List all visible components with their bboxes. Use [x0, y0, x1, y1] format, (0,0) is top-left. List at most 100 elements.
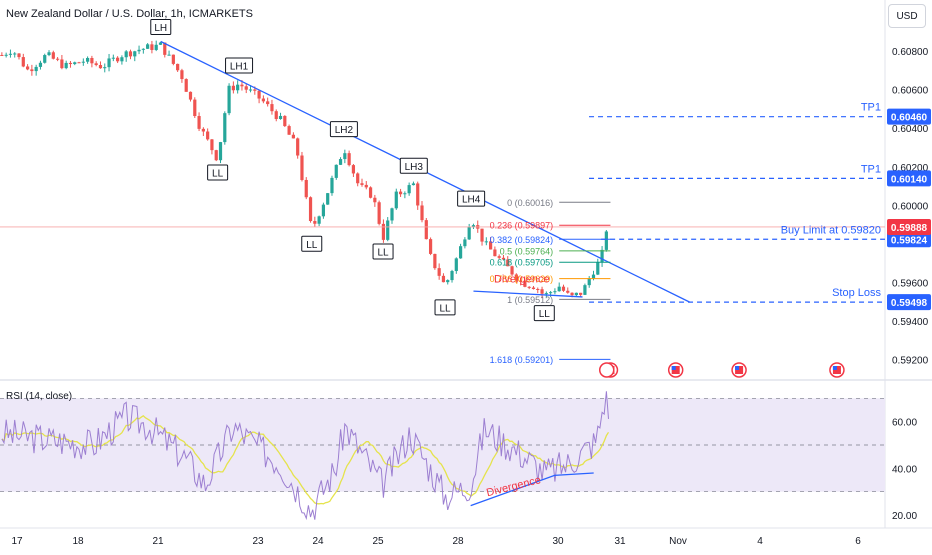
candle-body: [313, 221, 317, 224]
candle-body: [570, 292, 574, 296]
fib-level-label: 0.786 (0.59620): [490, 274, 554, 284]
candle-body: [223, 113, 227, 143]
pivot-label-text: LH3: [405, 162, 424, 173]
candle-body: [424, 220, 428, 240]
time-tick-label: 23: [252, 536, 264, 547]
pivot-label: LL: [533, 305, 555, 322]
pivot-label-text: LL: [212, 168, 224, 179]
candle-body: [73, 62, 77, 65]
candle-body: [188, 91, 193, 100]
pivot-label-text: LL: [539, 309, 551, 320]
candle-body: [55, 58, 60, 60]
candle-body: [304, 179, 308, 198]
time-tick-label: 30: [552, 536, 564, 547]
candle-body: [150, 44, 154, 50]
candle-body: [68, 62, 73, 65]
candle-body: [536, 289, 540, 291]
candle-body: [158, 42, 163, 45]
time-tick-label: 4: [757, 536, 763, 547]
candle-body: [501, 257, 506, 260]
candle-body: [163, 42, 167, 55]
support-trendline: [473, 290, 583, 298]
candle-body: [218, 142, 223, 161]
price-badge: 0.59498: [887, 294, 931, 311]
candle-body: [201, 128, 205, 132]
fib-level-label: 0.382 (0.59824): [490, 235, 554, 245]
candle-body: [519, 280, 523, 282]
economic-event-icon: [667, 362, 684, 378]
pivot-label: LH: [150, 18, 172, 35]
pivot-label-box: [399, 157, 428, 174]
pivot-label-text: LL: [306, 240, 318, 251]
candle-body: [13, 53, 17, 55]
pivot-label-box: [301, 235, 323, 252]
price-badge-bg: [887, 294, 931, 311]
candle-body: [351, 165, 356, 174]
pivot-label-text: LH2: [335, 125, 354, 136]
candle-body: [287, 126, 291, 135]
event-icon-ring: [598, 362, 615, 378]
candle-body: [433, 253, 437, 269]
price-badge-text: 0.59824: [891, 235, 928, 246]
candle-body: [111, 57, 115, 59]
price-divergence-label: Divergence: [494, 274, 550, 286]
event-icon-canton: [671, 366, 676, 370]
candle-body: [296, 138, 300, 156]
pivot-label-box: [372, 243, 394, 260]
current-price-badge-text: 0.59888: [891, 223, 928, 234]
price-badge: 0.60460: [887, 108, 931, 125]
candle-body: [94, 63, 98, 66]
candle-body: [193, 99, 197, 117]
candle-body: [403, 193, 407, 195]
price-badge-text: 0.60460: [891, 113, 928, 124]
candle-body: [240, 84, 244, 87]
candle-body: [270, 104, 274, 112]
candle-body: [343, 153, 347, 160]
candle-body: [128, 51, 133, 57]
pivot-label-text: LL: [377, 247, 389, 258]
economic-event-icon: [731, 362, 747, 378]
price-tick-label: 0.59200: [892, 356, 929, 367]
candle-body: [561, 286, 566, 291]
candle-body: [441, 275, 446, 283]
fib-level-label: 0 (0.60016): [507, 198, 553, 208]
candle-body: [549, 292, 553, 294]
candle-body: [506, 259, 510, 267]
current-price-badge: [887, 218, 931, 235]
candle-body: [420, 205, 424, 221]
candle-body: [81, 61, 85, 63]
rsi-line: [1, 391, 609, 521]
candle-body: [300, 155, 304, 180]
candle-body: [116, 57, 120, 62]
candle-body: [180, 70, 184, 80]
candle-body: [214, 150, 218, 161]
candle-body: [25, 66, 30, 70]
candle-body: [390, 208, 394, 221]
candle-body: [51, 52, 55, 59]
candle-body: [514, 274, 518, 281]
candle-body: [553, 291, 557, 293]
level-name-label: Stop Loss: [832, 287, 881, 299]
candle-body: [574, 292, 578, 296]
candle-body: [171, 54, 175, 64]
candle-body: [184, 79, 188, 92]
time-tick-label: 6: [855, 536, 861, 547]
pivot-label-box: [457, 190, 486, 207]
candle-body: [120, 57, 124, 62]
candle-body: [133, 51, 137, 57]
candle-body: [437, 268, 441, 276]
currency-button[interactable]: USD: [888, 4, 926, 28]
candle-body: [206, 131, 210, 140]
candle-body: [583, 285, 587, 295]
candle-body: [540, 289, 544, 294]
candle-body: [566, 290, 570, 293]
rsi-tick-label: 20.00: [892, 511, 917, 522]
pivot-label-text: LH4: [462, 195, 481, 206]
price-badge-text: 0.60140: [891, 174, 928, 185]
candle-body: [98, 65, 103, 69]
candle-body: [386, 220, 390, 240]
economic-event-icon: [598, 362, 615, 378]
candle-body: [197, 116, 201, 129]
